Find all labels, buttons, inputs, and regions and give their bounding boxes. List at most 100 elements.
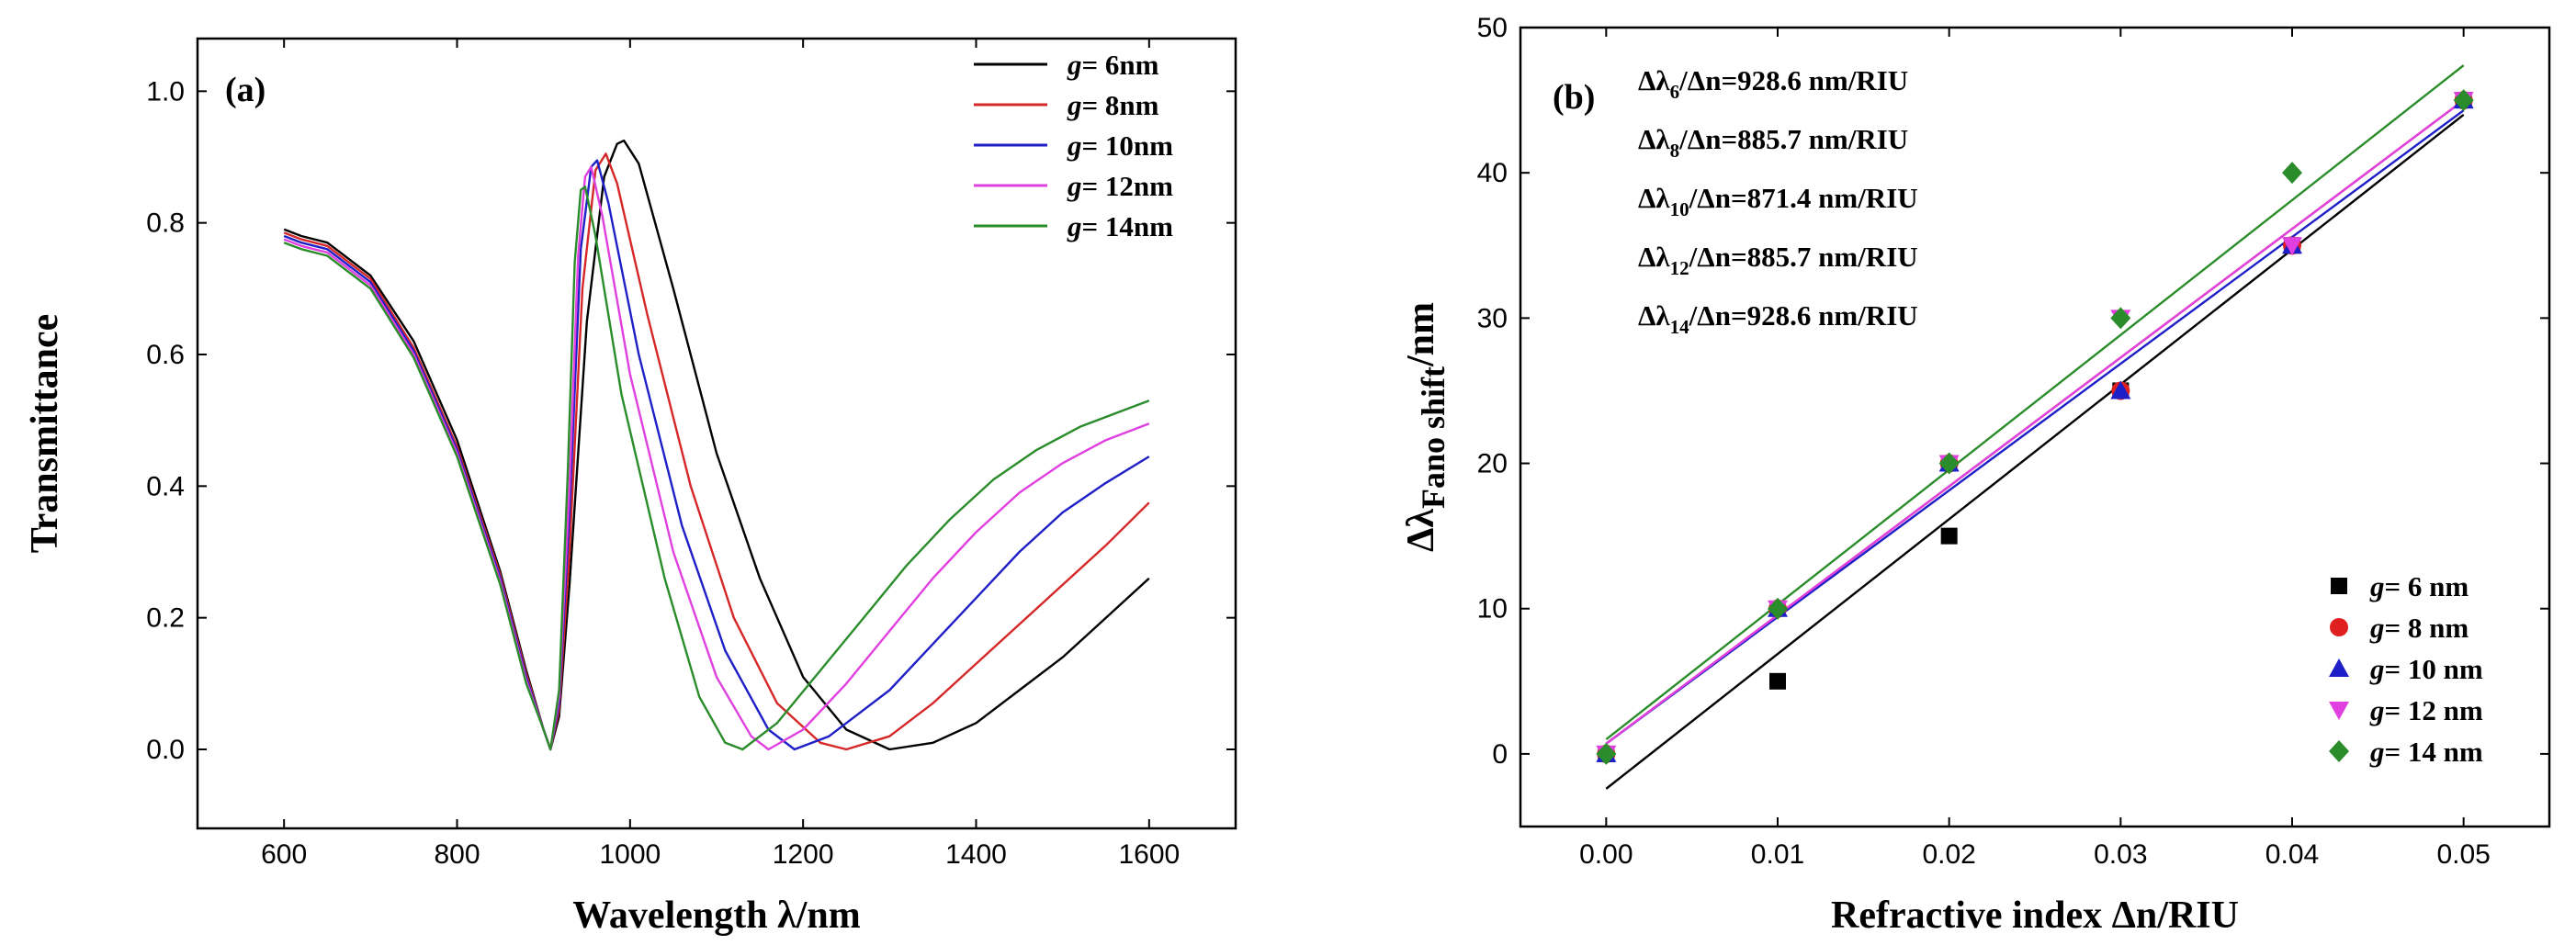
data-point-series-4 (2110, 307, 2131, 330)
x-tick-label: 800 (434, 839, 480, 870)
x-tick-label: 1200 (773, 839, 834, 870)
data-point-series-4 (1768, 597, 1788, 620)
panel-b-fit-lines (1605, 64, 2465, 790)
legend-label: g= 8 nm (2369, 612, 2469, 644)
panel-a-plot-frame (196, 37, 1237, 830)
legend-label-symbol: g (1067, 170, 1082, 202)
annotation-value: /Δn=871.4 nm/RIU (1689, 182, 1918, 214)
y-tick-label: 1.0 (146, 76, 185, 107)
y-tick-label: 40 (1477, 158, 1508, 188)
annotation-value: /Δn=928.6 nm/RIU (1689, 299, 1918, 332)
y-tick-label: 20 (1477, 449, 1508, 479)
legend-label: g= 12 nm (2369, 694, 2483, 726)
legend-label: g= 10 nm (2369, 653, 2483, 685)
y-tick-label: 50 (1477, 13, 1508, 43)
x-tick-label: 0.05 (2436, 839, 2490, 870)
y-label-suffix: /nm (1400, 302, 1442, 367)
panel-a-y-axis-label: Transmittance (24, 314, 66, 554)
legend-label-value: = 8 nm (2385, 612, 2469, 644)
legend-label-symbol: g (2369, 694, 2385, 726)
series-line-4 (283, 186, 1150, 751)
fit-line-2 (1605, 109, 2465, 745)
legend-label-symbol: g (1067, 210, 1082, 242)
y-label-subscript: Fano shift (1415, 366, 1452, 509)
x-tick-label: 0.01 (1751, 839, 1804, 870)
annotation-value: /Δn=885.7 nm/RIU (1678, 123, 1908, 155)
series-line-1 (283, 152, 1150, 751)
data-point-series-2 (2110, 380, 2131, 399)
panel-a-x-axis-label: Wavelength λ/nm (572, 894, 860, 937)
panel-a-series-lines (283, 139, 1150, 751)
legend-label-value: = 12nm (1082, 170, 1174, 202)
data-point-series-4 (2453, 89, 2474, 112)
legend-label: g= 6nm (1067, 49, 1159, 81)
annotation-value: /Δn=885.7 nm/RIU (1689, 241, 1918, 273)
sensitivity-annotation: Δλ6/Δn=928.6 nm/RIU (1638, 64, 1908, 103)
panel-a-transmittance-chart: 600 800 1000 1200 1400 1600 0.0 0.2 0.4 0.6 0.8 1.0… (24, 37, 1237, 937)
data-point-series-4 (2282, 162, 2302, 185)
data-point-series-4 (1596, 742, 1617, 765)
legend-label-value: = 6nm (1082, 49, 1159, 81)
x-tick-label: 1400 (945, 839, 1007, 870)
data-point-series-0 (1940, 527, 1958, 545)
x-tick-label: 0.00 (1579, 839, 1633, 870)
sensitivity-annotation: Δλ14/Δn=928.6 nm/RIU (1638, 299, 1918, 338)
sensitivity-annotation: Δλ10/Δn=871.4 nm/RIU (1638, 182, 1918, 220)
x-tick-label: 0.03 (2094, 839, 2147, 870)
legend-label-value: = 14nm (1082, 210, 1174, 242)
panel-b-label: (b) (1553, 78, 1595, 117)
legend-label-value: = 10 nm (2385, 653, 2483, 685)
data-point-series-0 (1769, 672, 1786, 690)
series-line-0 (283, 139, 1150, 751)
legend-label-value: = 10nm (1082, 129, 1174, 162)
panel-b-axis-ticks: 0.00 0.01 0.02 0.03 0.04 0.05 0 10 20 30 40 50 (1477, 13, 2549, 870)
legend-label-symbol: g (1067, 49, 1082, 81)
annotation-subscript: 14 (1670, 316, 1690, 338)
panel-a-label: (a) (225, 71, 266, 109)
legend-label-symbol: g (2369, 612, 2385, 644)
legend-label: g= 14 nm (2369, 736, 2483, 768)
y-tick-label: 30 (1477, 303, 1508, 333)
y-tick-label: 0.2 (146, 603, 185, 634)
y-tick-label: 0.4 (146, 471, 185, 501)
legend-marker (2329, 658, 2349, 677)
x-tick-label: 0.04 (2265, 839, 2319, 870)
x-tick-label: 1000 (599, 839, 661, 870)
annotation-subscript: 6 (1670, 81, 1680, 103)
legend-label-symbol: g (2369, 570, 2385, 602)
annotation-subscript: 10 (1670, 198, 1689, 220)
legend-label: g= 10nm (1067, 129, 1173, 162)
annotation-symbol: Δλ (1638, 299, 1670, 332)
x-tick-label: 1600 (1118, 839, 1180, 870)
legend-label: g= 12nm (1067, 170, 1173, 202)
data-point-series-4 (1938, 452, 1960, 475)
sensitivity-annotation: Δλ12/Δn=885.7 nm/RIU (1638, 241, 1918, 279)
fit-line-3 (1605, 99, 2465, 745)
annotation-symbol: Δλ (1638, 241, 1670, 273)
legend-label: g= 8nm (1067, 89, 1159, 121)
y-tick-label: 0.6 (146, 340, 185, 370)
panel-b-plot-frame (1519, 26, 2551, 828)
panel-b-data-points (1596, 89, 2474, 765)
annotation-subscript: 12 (1670, 257, 1689, 279)
legend-label-value: = 12 nm (2385, 694, 2483, 726)
fit-line-4 (1605, 64, 2465, 741)
legend-label-value: = 6 nm (2385, 570, 2469, 602)
y-tick-label: 0 (1492, 739, 1508, 770)
legend-label-symbol: g (2369, 653, 2385, 685)
legend-label: g= 6 nm (2369, 570, 2469, 602)
panel-a-axis-ticks: 600 800 1000 1200 1400 1600 0.0 0.2 0.4 0.6 0.8 1.0 (146, 39, 1236, 870)
annotation-symbol: Δλ (1638, 123, 1670, 155)
panel-b-legend: g= 6 nmg= 8 nmg= 10 nmg= 12 nmg= 14 nm (2329, 570, 2483, 768)
x-tick-label: 0.02 (1922, 839, 1975, 870)
y-tick-label: 0.8 (146, 208, 185, 239)
legend-label-symbol: g (2369, 736, 2385, 768)
legend-marker (2329, 740, 2349, 762)
annotation-symbol: Δλ (1638, 182, 1670, 214)
annotation-subscript: 8 (1670, 140, 1680, 162)
legend-label: g= 14nm (1067, 210, 1173, 242)
legend-label-symbol: g (1067, 129, 1082, 162)
